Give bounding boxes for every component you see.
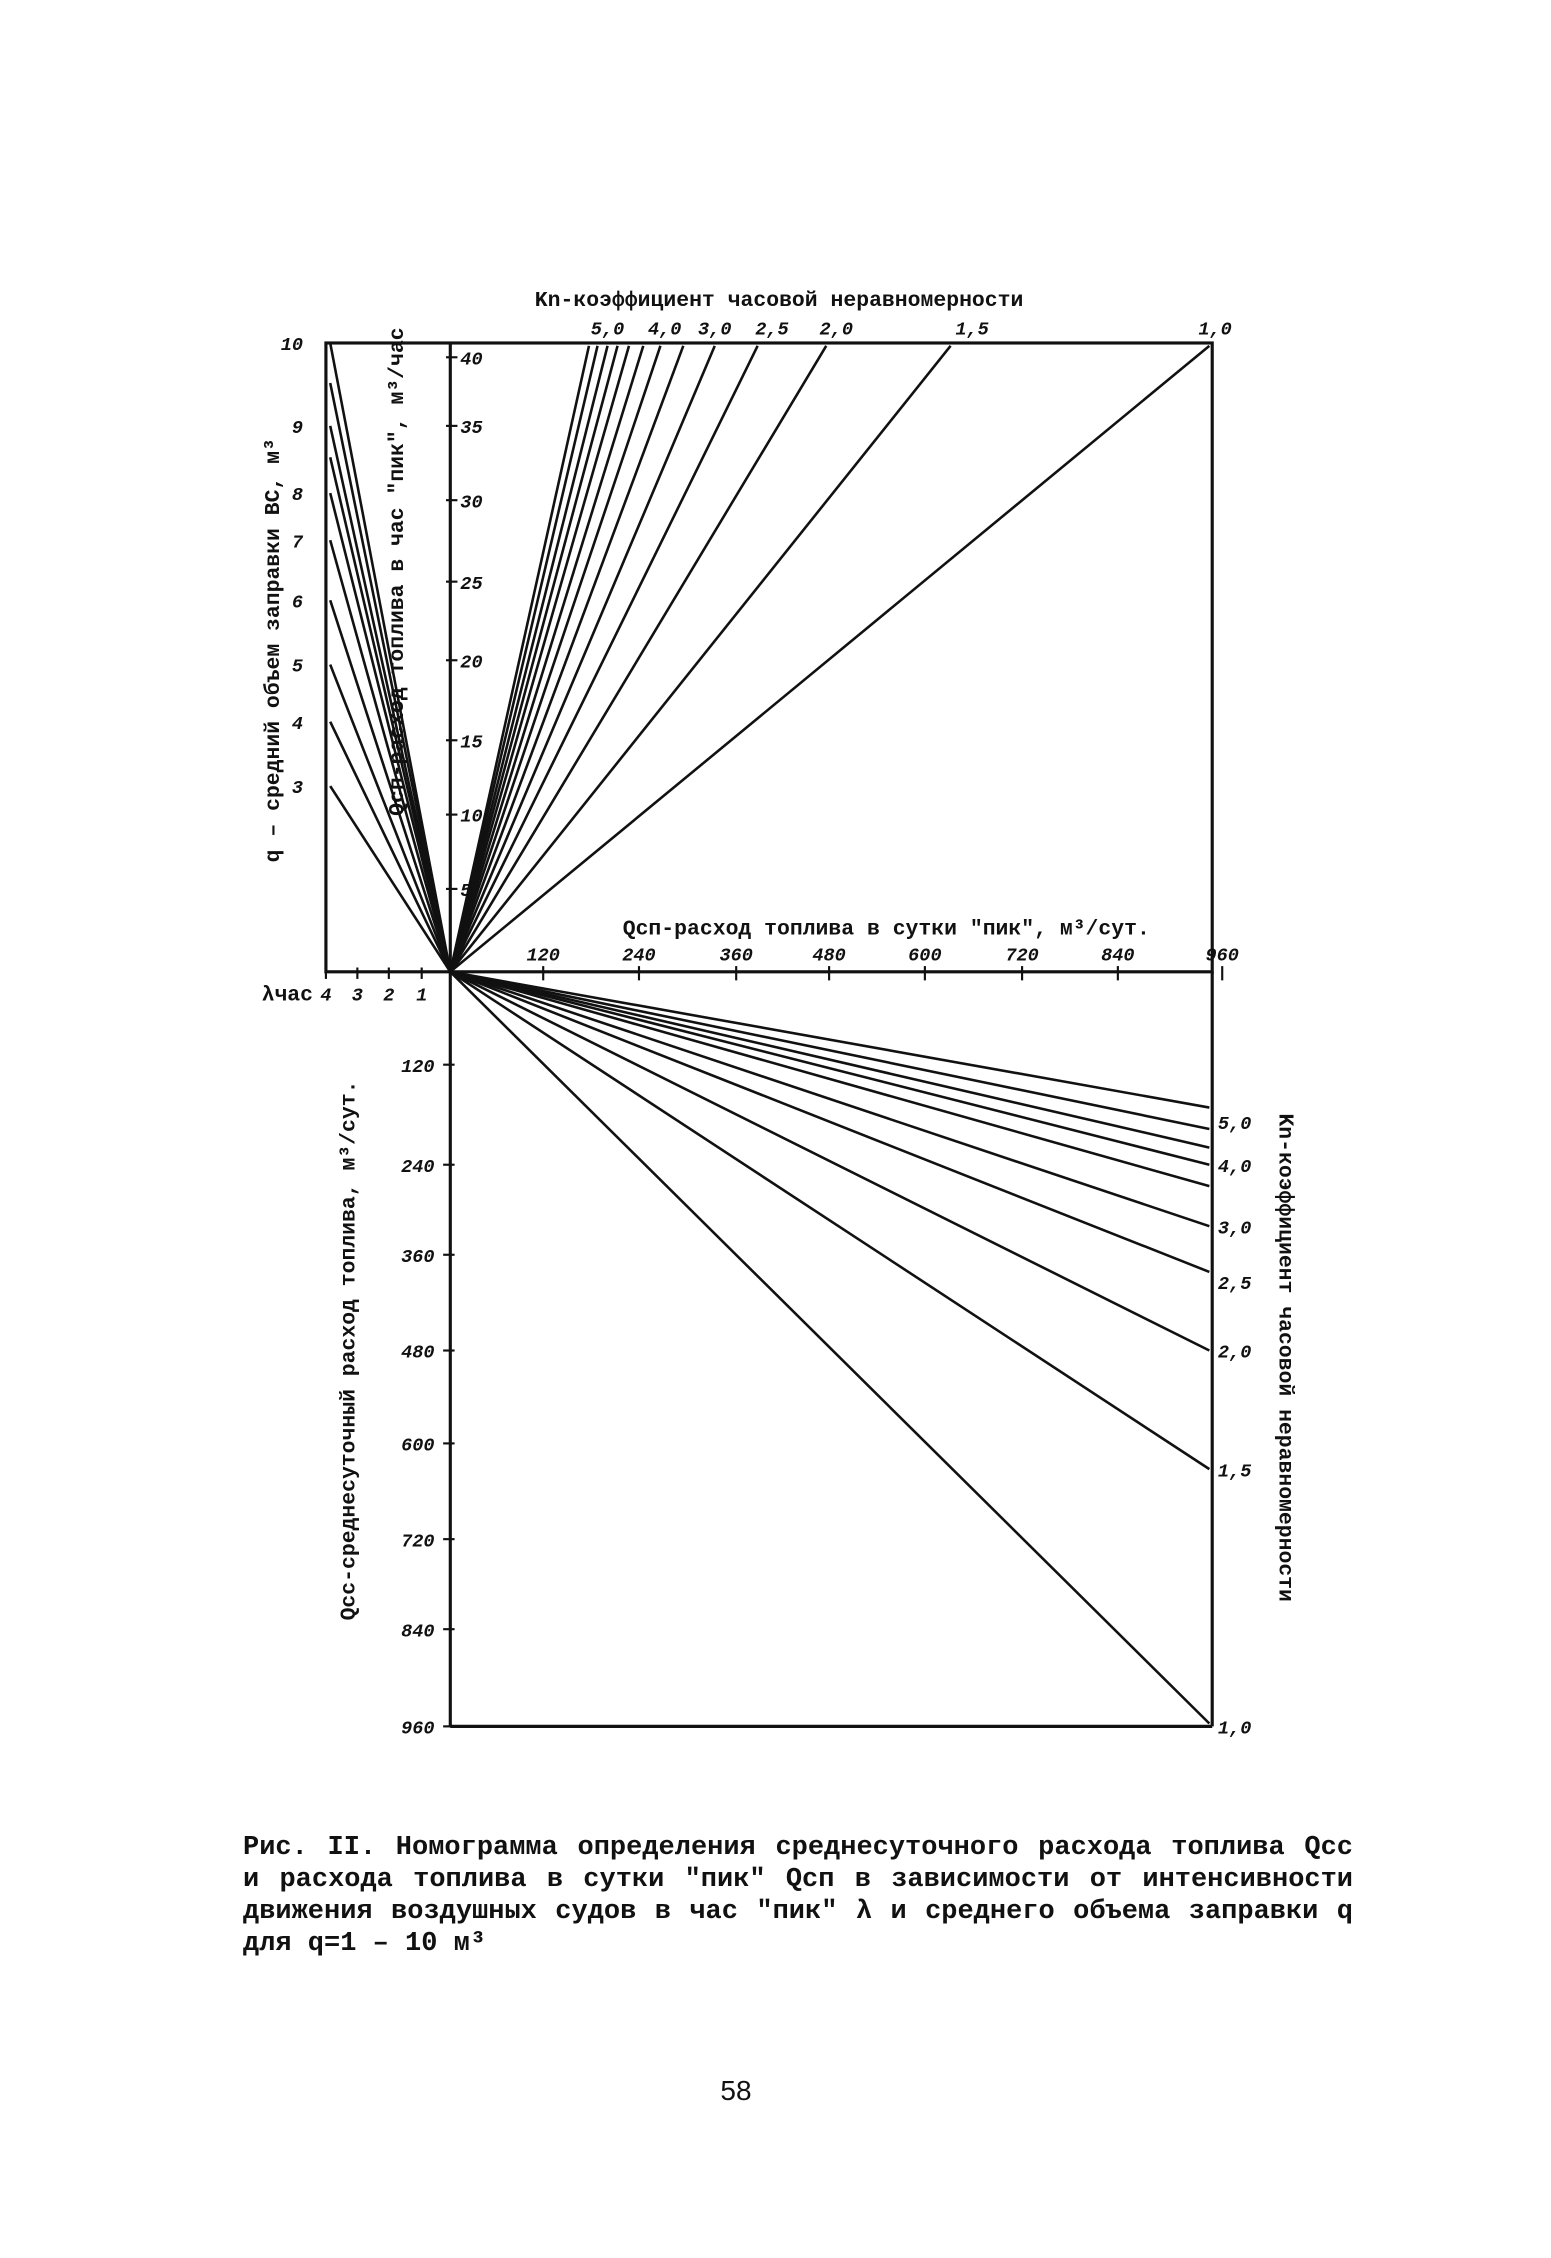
fan-line [328, 382, 452, 973]
peak-hour-tick-label: 25 [460, 574, 482, 595]
peak-day-tick-label: 960 [1205, 945, 1238, 966]
right-tick-label: 3,0 [1218, 1218, 1251, 1239]
peak-hour-axis-title: Qсп-расход топлива в час "пик", м³/час [386, 327, 410, 815]
lambda-tick-label: 2 [383, 985, 394, 1006]
peak-hour-tick-label: 5 [460, 881, 471, 902]
left-tick-label: 8 [292, 485, 303, 506]
fan-line [449, 345, 591, 973]
fan-line [328, 539, 452, 973]
peak-day-tick-label: 840 [1101, 945, 1134, 966]
fan-line [329, 721, 452, 973]
peak-day-tick-label: 240 [622, 945, 655, 966]
peak-day-tick-label: 600 [908, 945, 941, 966]
fan-line [449, 345, 619, 973]
tick-labels: 5,0 4,0 3,0 2,5 2,0 1,5 1,01098765434035302520… [281, 319, 1252, 1739]
frame [324, 341, 1214, 1728]
fan-line [449, 345, 631, 973]
right-axis-title: Kn-коэффициент часовой неравномерности [1272, 1113, 1296, 1601]
page-number: 58 [720, 2075, 752, 2106]
daily-tick-label: 120 [401, 1057, 434, 1078]
left-tick-label: 3 [292, 778, 303, 799]
nomogram-lines [328, 342, 1211, 1725]
daily-tick-label: 960 [401, 1719, 434, 1740]
fan-line [449, 970, 1210, 1149]
peak-hour-tick-label: 35 [460, 418, 482, 439]
daily-tick-label: 360 [401, 1247, 434, 1268]
right-tick-label: 1,0 [1218, 1719, 1251, 1740]
left-tick-label: 6 [292, 592, 303, 613]
fan-line [449, 345, 662, 973]
right-tick-label: 2,5 [1218, 1274, 1251, 1295]
daily-tick-label: 840 [401, 1621, 434, 1642]
fan-line [328, 492, 452, 973]
fan-line [449, 970, 1210, 1166]
daily-tick-label: 480 [401, 1343, 434, 1364]
right-tick-label: 4,0 [1218, 1157, 1251, 1178]
fan-line [328, 342, 452, 973]
peak-hour-tick-label: 15 [460, 732, 482, 753]
left-axis-title: q – средний объем заправки ВС, м³ [262, 438, 286, 862]
peak-hour-tick-label: 30 [460, 492, 482, 513]
lambda-label: λчас [262, 983, 313, 1007]
peak-hour-tick-label: 20 [460, 652, 482, 673]
daily-axis-title: Qcc-среднесуточный расход топлива, м³/су… [338, 1081, 362, 1621]
peak-day-tick-label: 480 [812, 945, 845, 966]
fan-line [449, 345, 759, 973]
figure-caption: Рис. II. Номограмма определения среднесу… [243, 1833, 1353, 1959]
upper-frame [324, 341, 1214, 974]
left-tick-label: 7 [292, 532, 304, 553]
fan-line [450, 970, 1210, 1109]
left-tick-label: 9 [292, 418, 303, 439]
fan-line [449, 970, 1210, 1352]
peak-day-tick-label: 120 [526, 945, 559, 966]
fan-line [449, 345, 609, 973]
peak-hour-tick-label: 10 [460, 807, 482, 828]
top-tick-label: 2,5 [755, 319, 788, 340]
top-tick-label: 2,0 [820, 319, 853, 340]
fan-line [449, 345, 828, 973]
top-tick-label: 5,0 [591, 319, 624, 340]
left-tick-label: 4 [292, 714, 303, 735]
daily-tick-label: 720 [401, 1531, 434, 1552]
left-tick-label: 10 [281, 335, 303, 356]
left-tick-label: 5 [292, 657, 303, 678]
top-tick-label: 4,0 [648, 319, 681, 340]
fan-line [450, 970, 1210, 1131]
fan-line [329, 785, 452, 973]
top-axis-title: Kn-коэффициент часовой неравномерности [535, 289, 1024, 313]
top-tick-label: 1,0 [1198, 319, 1231, 340]
fan-line [329, 664, 452, 973]
lambda-tick-label: 1 [416, 985, 427, 1006]
top-tick-label: 3,0 [698, 319, 731, 340]
peak-day-axis-title: Qсп-расход топлива в сутки "пик", м³/сут… [623, 918, 1150, 942]
fan-line [449, 970, 1210, 1274]
fan-line [328, 599, 452, 973]
fan-line [449, 344, 1211, 973]
fan-line [449, 970, 1210, 1228]
fan-line [449, 345, 599, 973]
right-tick-label: 1,5 [1218, 1461, 1251, 1482]
daily-tick-label: 600 [401, 1436, 434, 1457]
right-tick-label: 2,0 [1218, 1343, 1251, 1364]
peak-day-tick-label: 720 [1005, 945, 1038, 966]
lambda-tick-label: 4 [320, 985, 331, 1006]
fan-line [449, 345, 685, 973]
fan-line [449, 970, 1210, 1188]
peak-day-tick-label: 360 [719, 945, 752, 966]
fan-line [328, 457, 452, 973]
fan-line [449, 970, 1211, 1725]
peak-hour-tick-label: 40 [460, 349, 482, 370]
fan-line [449, 970, 1211, 1471]
fan-line [449, 345, 645, 973]
daily-tick-label: 240 [401, 1157, 434, 1178]
lambda-tick-label: 3 [352, 985, 363, 1006]
top-tick-label: 1,5 [955, 319, 988, 340]
fan-line [449, 345, 716, 973]
right-tick-label: 5,0 [1218, 1114, 1251, 1135]
fan-line [449, 345, 952, 973]
